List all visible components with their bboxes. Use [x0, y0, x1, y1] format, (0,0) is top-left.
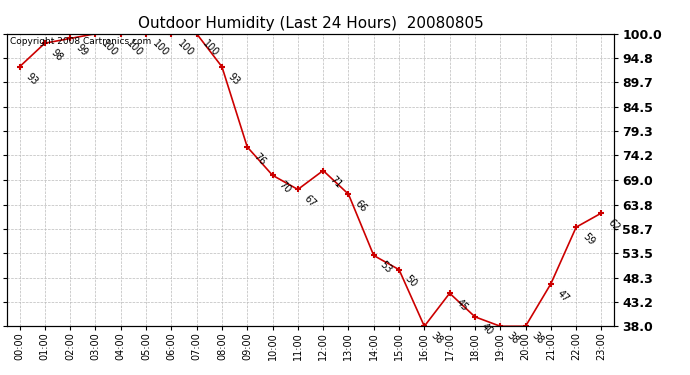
Text: 71: 71	[327, 175, 343, 190]
Text: 38: 38	[504, 330, 520, 346]
Text: 100: 100	[175, 38, 195, 58]
Title: Outdoor Humidity (Last 24 Hours)  20080805: Outdoor Humidity (Last 24 Hours) 2008080…	[137, 16, 484, 31]
Text: 99: 99	[75, 43, 90, 58]
Text: 59: 59	[580, 231, 596, 247]
Text: 100: 100	[125, 38, 145, 58]
Text: 70: 70	[277, 180, 293, 195]
Text: 40: 40	[479, 321, 495, 337]
Text: 100: 100	[99, 38, 119, 58]
Text: 47: 47	[555, 288, 571, 304]
Text: 45: 45	[454, 297, 470, 313]
Text: 62: 62	[606, 217, 622, 233]
Text: 50: 50	[403, 274, 419, 290]
Text: 100: 100	[201, 38, 221, 58]
Text: 100: 100	[150, 38, 170, 58]
Text: 67: 67	[302, 194, 318, 209]
Text: Copyright 2008 Cartronics.com: Copyright 2008 Cartronics.com	[10, 37, 151, 46]
Text: 38: 38	[428, 330, 444, 346]
Text: 38: 38	[530, 330, 546, 346]
Text: 76: 76	[251, 151, 267, 167]
Text: 98: 98	[49, 47, 65, 63]
Text: 93: 93	[226, 71, 242, 87]
Text: 53: 53	[378, 260, 394, 276]
Text: 66: 66	[353, 198, 368, 214]
Text: 93: 93	[23, 71, 39, 87]
